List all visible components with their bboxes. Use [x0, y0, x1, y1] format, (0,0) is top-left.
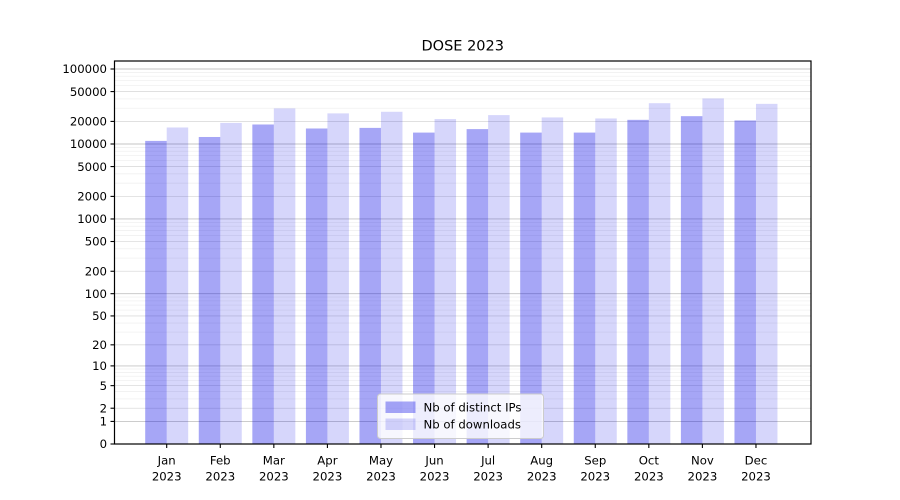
plot-border	[113, 60, 812, 445]
x-axis-label: Sep 2023	[580, 454, 610, 484]
x-axis-label: Jan 2023	[152, 454, 182, 484]
y-axis-label: 10000	[70, 137, 107, 151]
bar-distinct-ips	[520, 132, 542, 444]
y-axis-label: 100000	[62, 62, 107, 76]
bar-downloads	[488, 115, 510, 444]
bar-downloads	[380, 111, 403, 444]
x-axis-label: May 2023	[366, 454, 396, 484]
y-axis-label: 200	[85, 264, 107, 278]
chart-title: DOSE 2023	[422, 39, 504, 55]
bar-distinct-ips	[252, 124, 274, 444]
legend-label-distinct-ips: Nb of distinct IPs	[424, 401, 522, 415]
bar-downloads	[755, 103, 778, 444]
bar-distinct-ips	[734, 120, 756, 444]
legend-box	[377, 393, 544, 439]
x-axis-label: Jul 2023	[473, 454, 503, 484]
y-axis-label: 0	[100, 437, 107, 451]
bar-distinct-ips	[413, 132, 435, 444]
bar-downloads	[648, 103, 671, 444]
y-axis-label: 500	[85, 235, 107, 249]
y-axis: 1000005000020000100005000200010005002001…	[62, 62, 115, 451]
x-axis-label: Oct 2023	[634, 454, 664, 484]
bar-distinct-ips	[305, 128, 328, 445]
legend-swatch-distinct-ips	[385, 401, 416, 413]
y-axis-label: 2	[100, 401, 107, 415]
bar-downloads	[166, 127, 189, 444]
bar-downloads	[434, 119, 457, 444]
legend-swatch-downloads	[385, 418, 416, 430]
bar-distinct-ips	[466, 129, 489, 444]
y-axis-label: 1	[100, 415, 107, 429]
bar-distinct-ips	[198, 136, 221, 444]
y-axis-label: 10	[92, 359, 107, 373]
bar-downloads	[595, 118, 617, 444]
bar-downloads	[541, 117, 564, 444]
y-axis-label: 5	[100, 379, 107, 393]
y-axis-label: 1000	[77, 212, 107, 226]
legend: Nb of distinct IPs Nb of downloads	[377, 393, 544, 439]
x-axis-label: Apr 2023	[313, 454, 343, 484]
y-axis-label: 20000	[70, 115, 107, 129]
x-axis-label: Feb 2023	[205, 454, 235, 484]
x-axis-label: Nov 2023	[688, 454, 718, 484]
grid	[114, 68, 811, 422]
x-axis-label: Jun 2023	[420, 454, 450, 484]
x-axis-label: Mar 2023	[259, 454, 289, 484]
y-axis-label: 50	[92, 309, 107, 323]
y-axis-label: 50000	[70, 85, 107, 99]
y-axis-label: 100	[85, 287, 107, 301]
y-axis-label: 5000	[77, 160, 107, 174]
y-axis-label: 2000	[77, 190, 107, 204]
bar-downloads	[327, 113, 349, 444]
bar-distinct-ips	[145, 140, 167, 445]
bars	[145, 98, 778, 445]
bar-downloads	[273, 108, 296, 445]
plot-background	[114, 61, 811, 444]
bar-distinct-ips	[680, 116, 703, 445]
bar-downloads	[220, 122, 242, 445]
bar-distinct-ips	[359, 127, 381, 444]
legend-label-downloads: Nb of downloads	[424, 418, 521, 432]
y-axis-label: 20	[92, 338, 107, 352]
bar-downloads	[702, 98, 724, 445]
x-axis: Jan 2023 Feb 2023 Mar 2023 Apr 2023 May 2023 Jun 20…	[152, 444, 771, 484]
bar-distinct-ips	[627, 119, 649, 444]
x-axis-label: Dec 2023	[741, 454, 771, 484]
bar-distinct-ips	[573, 132, 596, 444]
x-axis-label: Aug 2023	[527, 454, 557, 484]
